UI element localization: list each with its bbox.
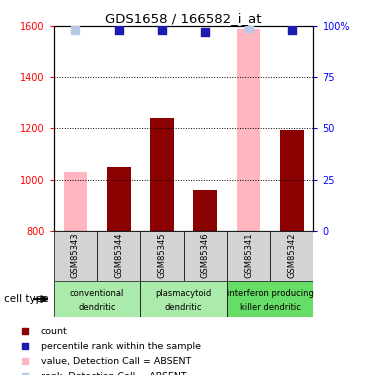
Text: conventional: conventional <box>70 289 124 298</box>
Text: dendritic: dendritic <box>165 303 203 312</box>
Text: GSM85343: GSM85343 <box>71 232 80 278</box>
Bar <box>227 231 270 281</box>
Bar <box>140 281 227 317</box>
Bar <box>54 281 140 317</box>
Text: count: count <box>41 327 68 336</box>
Point <box>72 27 78 33</box>
Text: dendritic: dendritic <box>78 303 116 312</box>
Point <box>22 374 28 375</box>
Point <box>246 25 252 31</box>
Bar <box>280 130 304 231</box>
Text: cell type: cell type <box>4 294 48 304</box>
Bar <box>270 231 313 281</box>
Bar <box>184 231 227 281</box>
Point <box>202 29 208 35</box>
Point <box>289 27 295 33</box>
Text: GSM85341: GSM85341 <box>244 232 253 278</box>
Text: value, Detection Call = ABSENT: value, Detection Call = ABSENT <box>41 357 191 366</box>
Bar <box>140 231 184 281</box>
Bar <box>63 172 87 231</box>
Bar <box>54 231 97 281</box>
Text: killer dendritic: killer dendritic <box>240 303 301 312</box>
Text: percentile rank within the sample: percentile rank within the sample <box>41 342 201 351</box>
Bar <box>193 190 217 231</box>
Point <box>22 344 28 350</box>
Text: rank, Detection Call = ABSENT: rank, Detection Call = ABSENT <box>41 372 187 375</box>
Point <box>116 27 122 33</box>
Text: plasmacytoid: plasmacytoid <box>155 289 212 298</box>
Text: GSM85346: GSM85346 <box>201 232 210 278</box>
Text: GSM85345: GSM85345 <box>158 232 167 278</box>
Bar <box>237 29 260 231</box>
Text: GSM85342: GSM85342 <box>288 232 296 278</box>
Title: GDS1658 / 166582_i_at: GDS1658 / 166582_i_at <box>105 12 262 25</box>
Point <box>159 27 165 33</box>
Point <box>22 328 28 334</box>
Bar <box>107 167 131 231</box>
Bar <box>97 231 140 281</box>
Text: interferon producing: interferon producing <box>227 289 313 298</box>
Bar <box>227 281 313 317</box>
Point <box>22 358 28 364</box>
Bar <box>150 118 174 231</box>
Text: GSM85344: GSM85344 <box>114 232 123 278</box>
